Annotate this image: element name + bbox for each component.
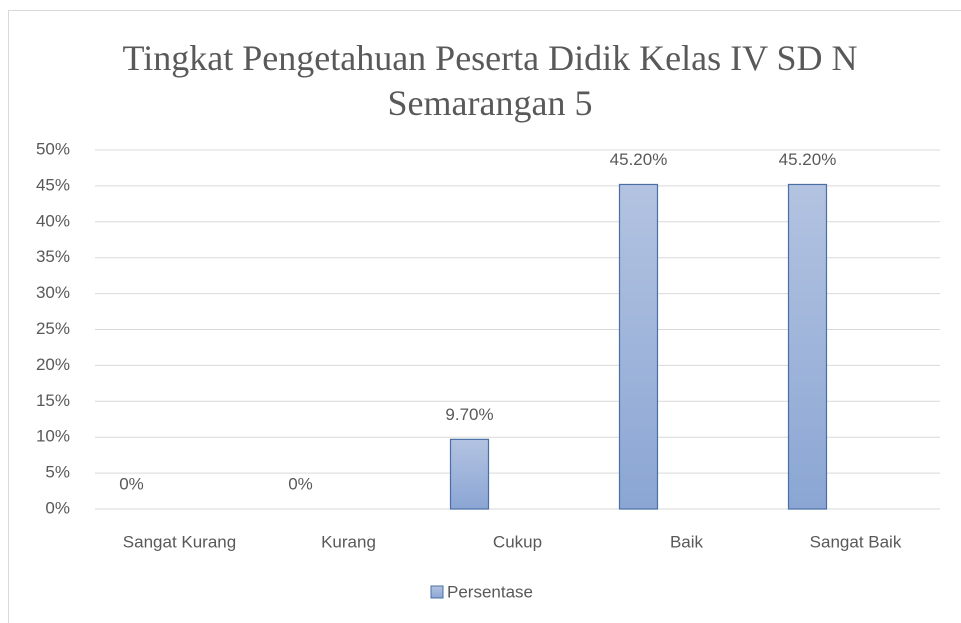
y-tick-label: 0% [45, 498, 70, 517]
data-label: 45.20% [779, 150, 837, 169]
data-label: 9.70% [445, 405, 493, 424]
y-tick-label: 45% [36, 175, 70, 194]
y-tick-label: 35% [36, 247, 70, 266]
y-tick-label: 30% [36, 283, 70, 302]
x-tick-label: Kurang [321, 532, 376, 551]
x-tick-label: Sangat Baik [810, 532, 902, 551]
data-label: 45.20% [610, 150, 668, 169]
y-tick-label: 5% [45, 463, 70, 482]
data-label: 0% [288, 474, 313, 493]
y-tick-label: 50% [36, 139, 70, 158]
y-tick-label: 10% [36, 427, 70, 446]
y-tick-label: 40% [36, 211, 70, 230]
y-tick-label: 25% [36, 319, 70, 338]
bar [618, 183, 659, 510]
bar [449, 438, 490, 510]
chart-title: Tingkat Pengetahuan Peserta Didik Kelas … [122, 38, 858, 123]
y-tick-label: 15% [36, 391, 70, 410]
y-tick-label: 20% [36, 355, 70, 374]
data-label: 0% [119, 474, 144, 493]
legend-swatch [430, 585, 444, 599]
chart-border [8, 10, 961, 623]
x-tick-label: Cukup [493, 532, 542, 551]
x-tick-label: Baik [670, 532, 704, 551]
x-tick-label: Sangat Kurang [123, 532, 236, 551]
bar [787, 183, 828, 510]
legend-label: Persentase [447, 582, 533, 601]
